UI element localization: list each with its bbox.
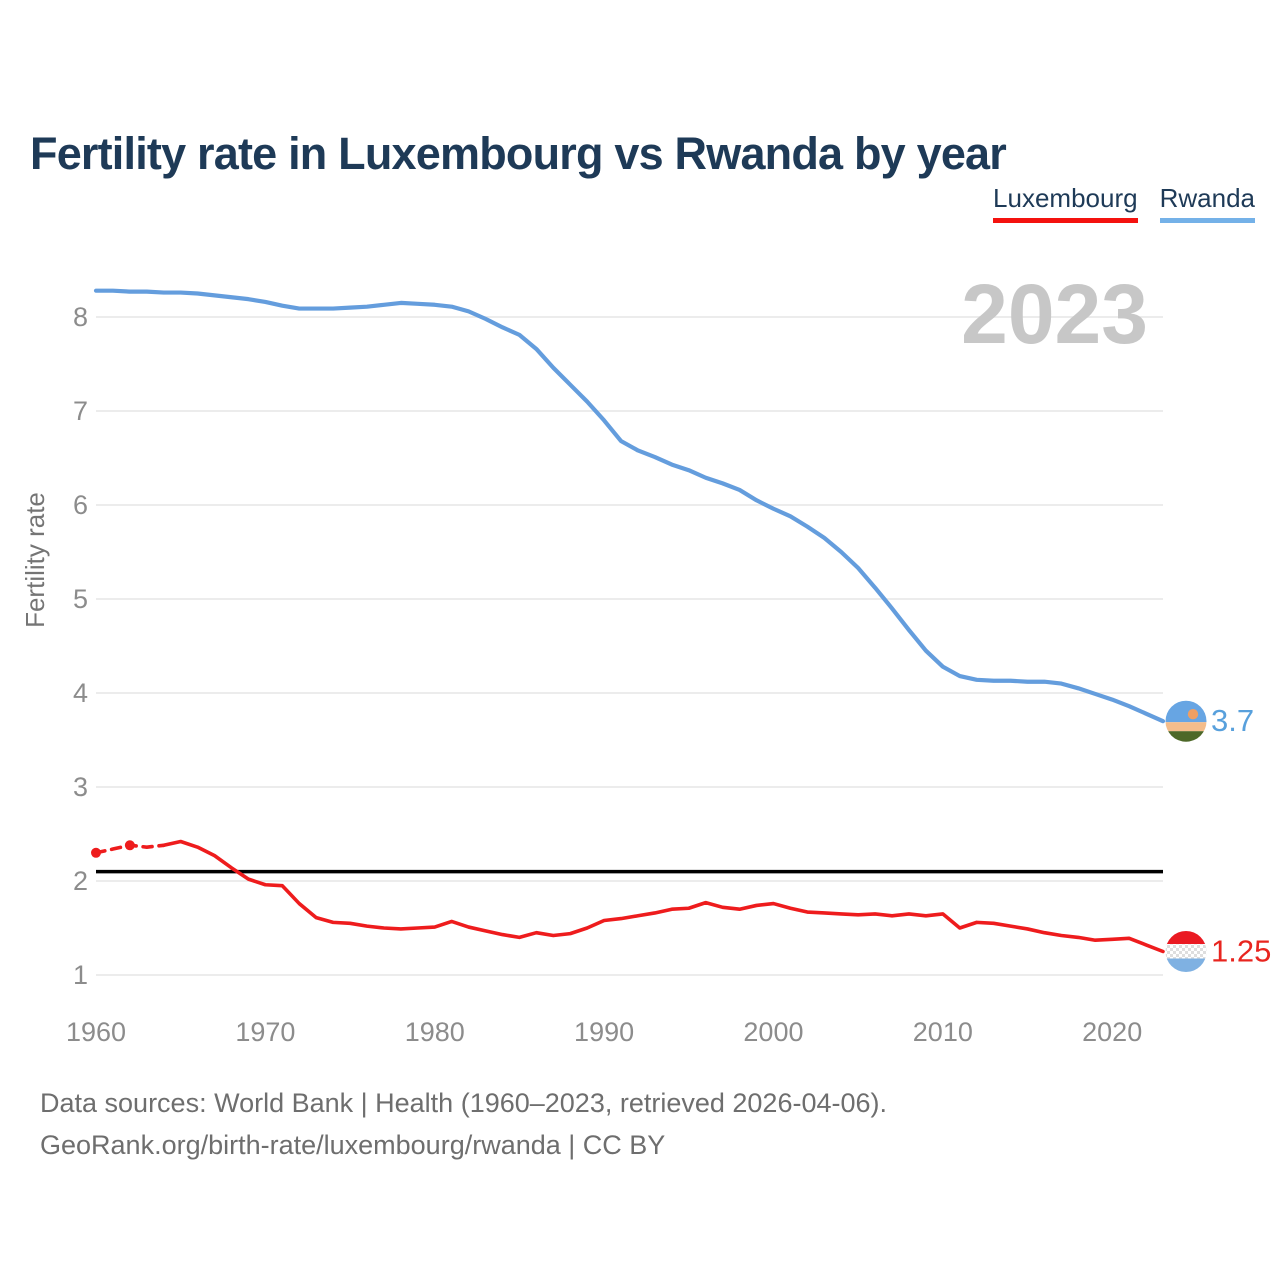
y-tick-label: 1 <box>73 960 88 990</box>
rwanda-end-value: 3.7 <box>1211 703 1254 738</box>
luxembourg-end-value: 1.25 <box>1211 934 1271 969</box>
x-tick-label: 2010 <box>913 1017 973 1047</box>
y-tick-label: 4 <box>73 678 88 708</box>
footer: Data sources: World Bank | Health (1960–… <box>40 1083 887 1167</box>
data-source-line: Data sources: World Bank | Health (1960–… <box>40 1088 887 1118</box>
y-tick-label: 5 <box>73 584 88 614</box>
luxembourg-line <box>161 839 1165 954</box>
attribution-line: GeoRank.org/birth-rate/luxembourg/rwanda… <box>40 1129 666 1160</box>
rwanda-flag-icon <box>1165 700 1207 742</box>
y-tick-label: 3 <box>73 772 88 802</box>
x-tick-label: 1990 <box>574 1017 634 1047</box>
luxembourg-marker <box>124 840 135 851</box>
year-watermark: 2023 <box>961 267 1148 361</box>
y-tick-label: 8 <box>73 302 88 332</box>
luxembourg-flag-icon <box>1165 931 1207 972</box>
rwanda-line <box>93 288 1166 724</box>
legend: Luxembourg Rwanda <box>993 183 1255 223</box>
y-tick-label: 7 <box>73 396 88 426</box>
x-tick-label: 1970 <box>235 1017 295 1047</box>
y-axis-label: Fertility rate <box>20 492 50 628</box>
legend-item-rwanda[interactable]: Rwanda <box>1159 183 1255 223</box>
y-tick-label: 2 <box>73 866 88 896</box>
x-tick-label: 2000 <box>743 1017 803 1047</box>
x-tick-label: 2020 <box>1082 1017 1142 1047</box>
y-tick-label: 6 <box>73 490 88 520</box>
legend-item-luxembourg[interactable]: Luxembourg <box>993 183 1138 223</box>
x-tick-label: 1980 <box>405 1017 465 1047</box>
luxembourg-marker <box>91 847 101 858</box>
page-title: Fertility rate in Luxembourg vs Rwanda b… <box>30 128 1007 180</box>
x-tick-label: 1960 <box>66 1017 126 1047</box>
